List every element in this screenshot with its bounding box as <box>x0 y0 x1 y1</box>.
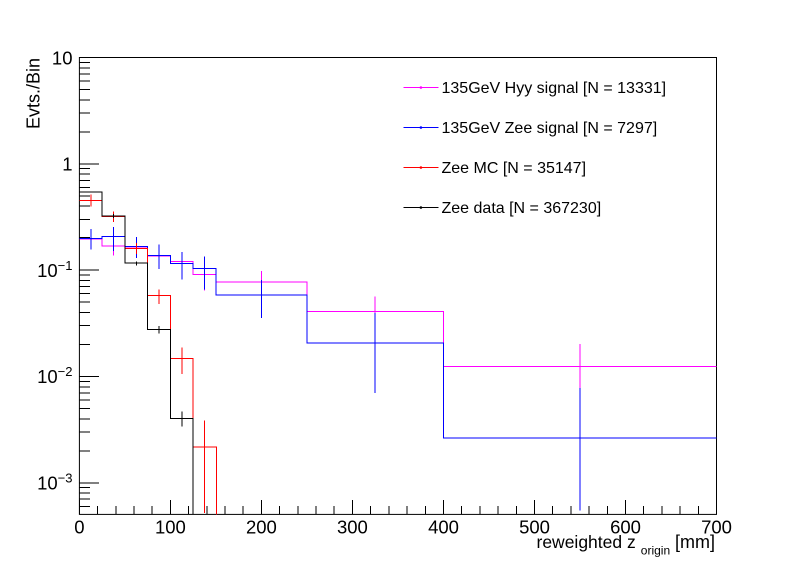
svg-text:300: 300 <box>337 517 368 538</box>
svg-text:100: 100 <box>155 517 186 538</box>
svg-text:Zee MC [N = 35147]: Zee MC [N = 35147] <box>442 160 587 177</box>
svg-text:Zee data [N = 367230]: Zee data [N = 367230] <box>442 200 602 217</box>
svg-text:10: 10 <box>52 48 73 69</box>
svg-text:135GeV Zee signal [N = 7297]: 135GeV Zee signal [N = 7297] <box>442 120 658 137</box>
svg-text:600: 600 <box>610 517 641 538</box>
svg-text:origin: origin <box>641 543 670 557</box>
svg-text:700: 700 <box>701 517 732 538</box>
svg-text:[mm]: [mm] <box>675 532 715 552</box>
svg-text:135GeV Hyy signal [N = 13331]: 135GeV Hyy signal [N = 13331] <box>442 80 667 97</box>
svg-text:500: 500 <box>519 517 550 538</box>
svg-text:1: 1 <box>62 154 72 175</box>
svg-text:0: 0 <box>74 517 84 538</box>
svg-text:400: 400 <box>428 517 459 538</box>
svg-text:Evts./Bin: Evts./Bin <box>24 58 44 129</box>
svg-text:200: 200 <box>246 517 277 538</box>
svg-text:reweighted z: reweighted z <box>537 532 636 552</box>
